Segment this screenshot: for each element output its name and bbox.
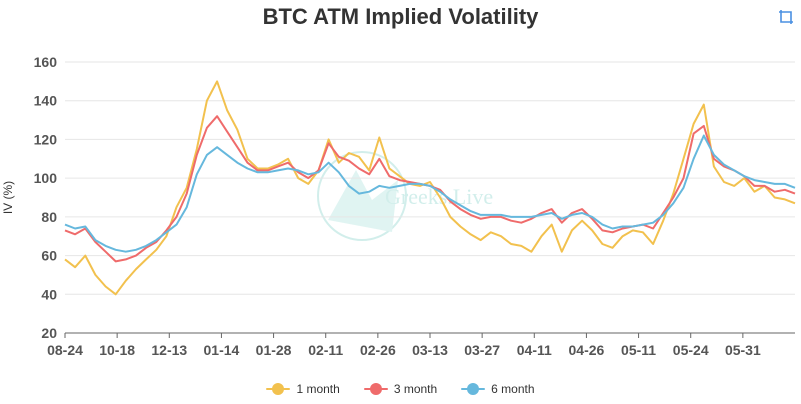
y-tick-label: 160	[34, 54, 58, 70]
y-tick-label: 20	[41, 325, 57, 341]
x-tick-label: 12-13	[151, 342, 187, 358]
x-tick-label: 10-18	[99, 342, 135, 358]
watermark: Greeks.Live	[317, 151, 493, 241]
x-tick-label: 03-27	[464, 342, 500, 358]
x-tick-label: 04-11	[517, 342, 552, 358]
legend-label-6-month: 6 month	[491, 382, 535, 396]
legend-item-6-month[interactable]: 6 month	[461, 382, 535, 396]
x-tick-label: 01-28	[256, 342, 292, 358]
x-tick-label: 05-11	[621, 342, 656, 358]
x-tick-label: 02-11	[308, 342, 343, 358]
x-tick-label: 02-26	[360, 342, 396, 358]
legend-label-3-month: 3 month	[393, 382, 438, 396]
y-tick-label: 120	[34, 131, 58, 147]
restore-icon[interactable]	[777, 8, 795, 26]
y-tick-label: 140	[34, 93, 58, 109]
legend-swatch-6-month	[461, 383, 486, 395]
legend-item-1-month[interactable]: 1 month	[266, 382, 340, 396]
y-tick-label: 100	[34, 170, 58, 186]
chart-title: BTC ATM Implied Volatility	[262, 4, 539, 29]
x-tick-label: 08-24	[47, 342, 83, 358]
legend-swatch-1-month	[266, 383, 291, 395]
x-tick-label: 01-14	[204, 342, 240, 358]
x-tick-label: 05-24	[673, 342, 709, 358]
y-tick-label: 80	[41, 209, 57, 225]
series-line-6-month	[64, 134, 796, 253]
legend-swatch-3-month	[363, 383, 388, 395]
legend-label-1-month: 1 month	[296, 382, 340, 396]
y-tick-label: 60	[41, 248, 57, 264]
y-tick-label: 40	[41, 286, 57, 302]
x-tick-label: 05-31	[725, 342, 761, 358]
series-line-1-month	[64, 80, 796, 296]
y-axis-label: IV (%)	[1, 181, 15, 214]
x-tick-label: 03-13	[412, 342, 448, 358]
x-tick-label: 04-26	[569, 342, 605, 358]
legend: 1 month 3 month 6 month	[0, 382, 801, 396]
legend-item-3-month[interactable]: 3 month	[363, 382, 438, 396]
